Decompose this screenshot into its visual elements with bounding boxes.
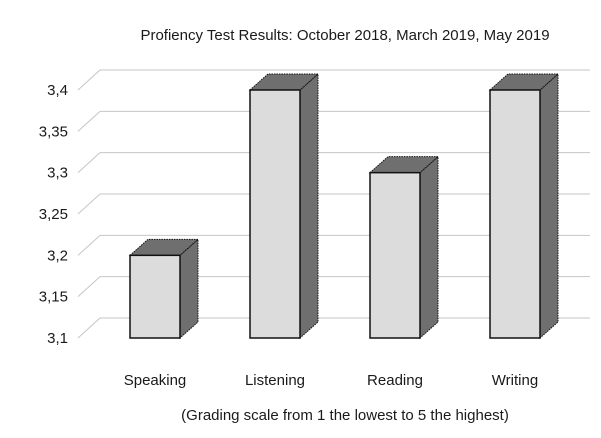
bar-front xyxy=(369,171,421,339)
x-axis-category-labels: Speaking Listening Reading Writing xyxy=(124,372,538,389)
y-tick-label: 3,35 xyxy=(39,123,68,140)
gridline-diagonal xyxy=(77,152,101,174)
y-axis-tick-labels: 3,1 3,15 3,2 3,25 3,3 3,35 3,4 xyxy=(39,82,68,347)
category-label: Listening xyxy=(245,372,305,389)
x-axis-label: (Grading scale from 1 the lowest to 5 th… xyxy=(181,407,509,424)
bar-top xyxy=(368,156,440,174)
bar-side xyxy=(539,72,559,340)
bar-side xyxy=(419,155,439,340)
bar-front xyxy=(249,89,301,339)
chart-title: Profiency Test Results: October 2018, Ma… xyxy=(140,27,549,44)
gridline-diagonal xyxy=(77,317,101,339)
bar-front xyxy=(489,89,541,339)
bar-listening xyxy=(248,72,320,340)
category-label: Speaking xyxy=(124,372,187,389)
y-tick-label: 3,3 xyxy=(47,165,68,182)
gridline-diagonal xyxy=(77,110,101,132)
bar-side xyxy=(299,72,319,340)
bar-top xyxy=(488,73,560,91)
gridline-diagonal xyxy=(77,234,101,256)
y-tick-label: 3,15 xyxy=(39,289,68,306)
y-tick-label: 3,25 xyxy=(39,206,68,223)
gridline-diagonal xyxy=(77,276,101,298)
bars xyxy=(128,72,560,340)
bar-writing xyxy=(488,72,560,340)
y-tick-label: 3,2 xyxy=(47,247,68,264)
y-tick-label: 3,4 xyxy=(47,82,68,99)
category-label: Writing xyxy=(492,372,538,389)
bar-speaking xyxy=(128,238,200,340)
bar-side xyxy=(179,238,199,340)
bar-front xyxy=(129,254,181,339)
y-tick-label: 3,1 xyxy=(47,330,68,347)
bar-top xyxy=(128,238,200,256)
gridline-diagonal xyxy=(77,193,101,215)
bar-reading xyxy=(368,155,440,340)
gridline-diagonal xyxy=(77,69,101,91)
bar-top xyxy=(248,73,320,91)
category-label: Reading xyxy=(367,372,423,389)
